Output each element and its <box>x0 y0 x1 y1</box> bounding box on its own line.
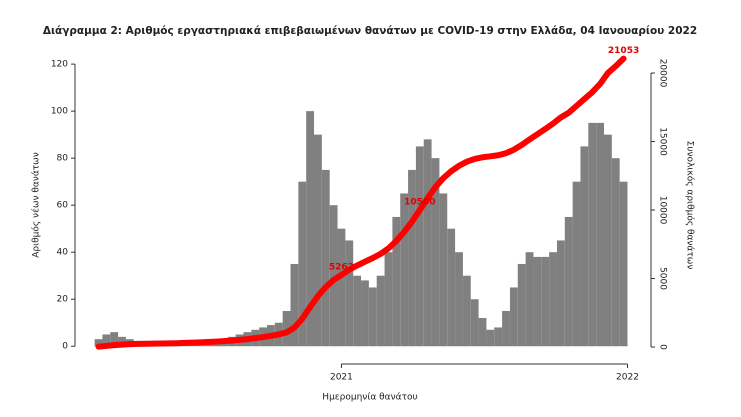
y-tick-label: 0 <box>62 342 68 352</box>
bar <box>400 193 409 347</box>
bar <box>494 327 503 347</box>
y2-axis-label: Συνολικός αριθμός θανάτων <box>685 141 696 270</box>
bar <box>423 139 432 347</box>
y2-tick-label: 10000 <box>658 196 668 225</box>
bar <box>564 216 573 347</box>
bar <box>502 310 510 347</box>
y-axis-label: Αριθμός νέων θανάτων <box>31 152 42 258</box>
bar <box>462 275 471 347</box>
bar <box>509 287 518 347</box>
bar <box>384 252 393 347</box>
bar <box>321 169 330 347</box>
y-tick-label: 100 <box>51 107 68 117</box>
bar <box>290 263 299 347</box>
y2-tick-label: 5000 <box>658 267 668 290</box>
bar <box>603 134 612 347</box>
y-tick-label: 120 <box>51 60 68 70</box>
bar <box>611 158 620 347</box>
bar <box>525 252 534 347</box>
x-tick-label: 2021 <box>330 373 353 383</box>
bar <box>533 256 542 347</box>
bar <box>329 205 338 347</box>
chart-title: Διάγραμμα 2: Αριθμός εργαστηριακά επιβεβ… <box>43 25 697 37</box>
bar <box>580 146 589 347</box>
cumulative-line <box>95 55 627 350</box>
y2-tick-label: 20000 <box>658 59 668 88</box>
bar <box>408 169 416 347</box>
bar <box>572 181 581 347</box>
bar <box>110 332 119 347</box>
bar <box>353 275 362 347</box>
annotation: 21053 <box>608 46 639 56</box>
y-tick-label: 60 <box>57 201 69 211</box>
bar <box>102 334 111 347</box>
bar <box>282 310 291 347</box>
y-tick-label: 40 <box>57 248 69 258</box>
bar <box>588 122 597 347</box>
bar <box>345 240 354 347</box>
bar <box>556 240 565 347</box>
bar <box>392 216 401 347</box>
y-tick-label: 20 <box>57 295 69 305</box>
bar <box>541 256 550 347</box>
bar <box>619 181 628 347</box>
bar <box>306 111 315 347</box>
bar <box>368 287 377 347</box>
bar <box>94 339 103 347</box>
bar <box>118 336 126 347</box>
x-axis-label: Ημερομηνία θανάτου <box>322 393 417 403</box>
bar <box>549 252 557 347</box>
y2-tick-label: 15000 <box>658 127 668 156</box>
y2-tick-label: 0 <box>658 344 668 350</box>
annotation: 5262 <box>329 262 354 272</box>
y-tick-label: 80 <box>57 154 69 164</box>
bar <box>478 318 487 347</box>
bar <box>439 193 448 347</box>
bar <box>470 299 479 347</box>
bar <box>431 158 440 347</box>
bar <box>337 228 346 347</box>
bar <box>596 122 604 347</box>
bar <box>447 228 456 347</box>
x-tick-label: 2022 <box>616 373 639 383</box>
bar <box>314 134 322 347</box>
bar <box>376 275 385 347</box>
bar <box>486 329 495 347</box>
bar <box>361 280 369 347</box>
bar <box>415 146 424 347</box>
bar <box>517 263 526 347</box>
bar <box>298 181 307 347</box>
bar <box>455 252 463 347</box>
annotation: 10500 <box>404 198 435 208</box>
